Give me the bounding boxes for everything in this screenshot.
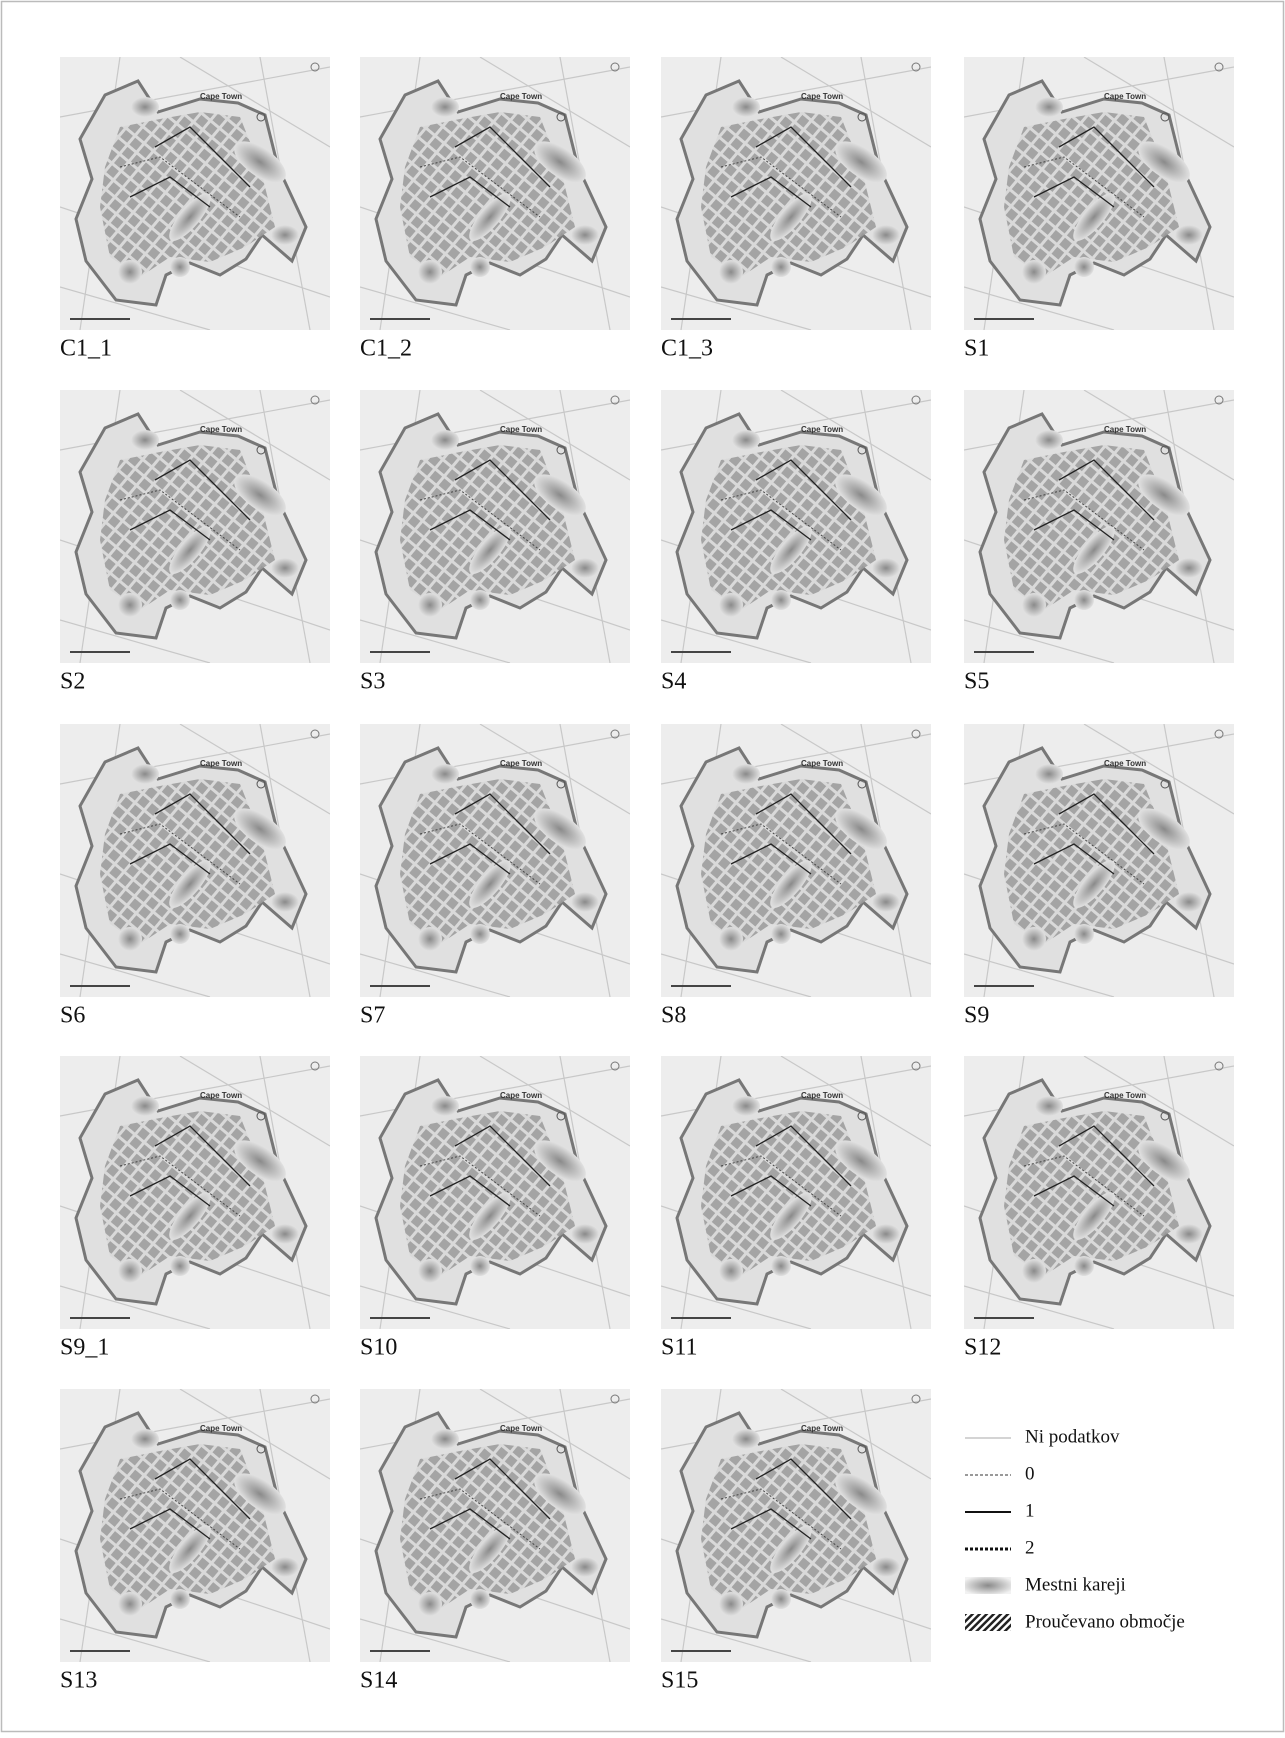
map-panel: Cape Town S11 [661, 1056, 931, 1361]
panel-label: S10 [360, 1335, 397, 1361]
figure: Cape TownC1_1Cape TownC1_2Cape TownC1_3C… [0, 0, 1285, 1733]
map-place-label: Cape Town [801, 92, 843, 101]
map-panel: Cape Town C1_1 [60, 57, 330, 362]
map-place-label: Cape Town [801, 1091, 843, 1100]
map-place-label: Cape Town [500, 92, 542, 101]
map-place-label: Cape Town [1104, 759, 1146, 768]
legend-label: 1 [1025, 1500, 1035, 1521]
map [60, 1389, 330, 1662]
panel-label: S2 [60, 669, 85, 695]
map-panel: Cape Town S10 [360, 1056, 630, 1361]
map-panel: Cape Town S14 [360, 1389, 630, 1694]
panel-label: S8 [661, 1003, 686, 1029]
map-panel: Cape Town C1_2 [360, 57, 630, 362]
map-panel: Cape Town S15 [661, 1389, 931, 1694]
panel-label: C1_3 [661, 336, 713, 362]
map [661, 57, 931, 330]
legend-swatch [965, 1614, 1011, 1631]
panel-label: S15 [661, 1668, 698, 1694]
panel-label: S1 [964, 336, 989, 362]
map-place-label: Cape Town [1104, 425, 1146, 434]
legend-swatch [965, 1577, 1011, 1594]
map [661, 1056, 931, 1329]
map [60, 57, 330, 330]
legend: Ni podatkov 0 1 2 Mestni kareji Proučeva… [965, 1426, 1185, 1632]
panel-label: S6 [60, 1003, 85, 1029]
map-place-label: Cape Town [500, 1091, 542, 1100]
panel-label: S3 [360, 669, 385, 695]
map-panel: Cape Town S4 [661, 390, 931, 695]
map [964, 1056, 1234, 1329]
map-place-label: Cape Town [500, 1424, 542, 1433]
map [60, 1056, 330, 1329]
panel-label: S7 [360, 1003, 385, 1029]
legend-label: 0 [1025, 1463, 1035, 1484]
legend-label: Proučevano območje [1025, 1611, 1185, 1632]
map [661, 390, 931, 663]
legend-label: 2 [1025, 1537, 1035, 1558]
map-panel: Cape Town S9 [964, 724, 1234, 1029]
map [360, 390, 630, 663]
map [964, 724, 1234, 997]
map-place-label: Cape Town [200, 425, 242, 434]
panel-label: S12 [964, 1335, 1001, 1361]
map-place-label: Cape Town [200, 1424, 242, 1433]
panel-label: S14 [360, 1668, 397, 1694]
map-place-label: Cape Town [500, 759, 542, 768]
map-place-label: Cape Town [801, 425, 843, 434]
map [60, 724, 330, 997]
map-panel: Cape Town S8 [661, 724, 931, 1029]
map [964, 57, 1234, 330]
map-panel: Cape Town S12 [964, 1056, 1234, 1361]
panel-label: S13 [60, 1668, 97, 1694]
panel-label: C1_1 [60, 336, 112, 362]
legend-label: Ni podatkov [1025, 1426, 1120, 1447]
panel-label: S11 [661, 1335, 697, 1361]
map [360, 1389, 630, 1662]
map [360, 724, 630, 997]
map-panel: Cape Town C1_3 [661, 57, 931, 362]
map-panel: Cape Town S13 [60, 1389, 330, 1694]
map-place-label: Cape Town [1104, 1091, 1146, 1100]
map [964, 390, 1234, 663]
map-panel: Cape Town S9_1 [60, 1056, 330, 1361]
panel-label: S4 [661, 669, 686, 695]
map [661, 724, 931, 997]
map-place-label: Cape Town [500, 425, 542, 434]
map-panel: Cape Town S1 [964, 57, 1234, 362]
panel-label: S9 [964, 1003, 989, 1029]
legend-label: Mestni kareji [1025, 1574, 1126, 1595]
panel-label: C1_2 [360, 336, 412, 362]
map-panel: Cape Town S5 [964, 390, 1234, 695]
map-place-label: Cape Town [200, 1091, 242, 1100]
map [60, 390, 330, 663]
map [360, 57, 630, 330]
map-place-label: Cape Town [801, 1424, 843, 1433]
map-place-label: Cape Town [1104, 92, 1146, 101]
map-place-label: Cape Town [801, 759, 843, 768]
map-place-label: Cape Town [200, 759, 242, 768]
map-place-label: Cape Town [200, 92, 242, 101]
map [661, 1389, 931, 1662]
map-panel: Cape Town S3 [360, 390, 630, 695]
map-panel: Cape Town S7 [360, 724, 630, 1029]
panel-label: S9_1 [60, 1335, 109, 1361]
panel-label: S5 [964, 669, 989, 695]
map-panel: Cape Town S2 [60, 390, 330, 695]
map [360, 1056, 630, 1329]
map-panel: Cape Town S6 [60, 724, 330, 1029]
